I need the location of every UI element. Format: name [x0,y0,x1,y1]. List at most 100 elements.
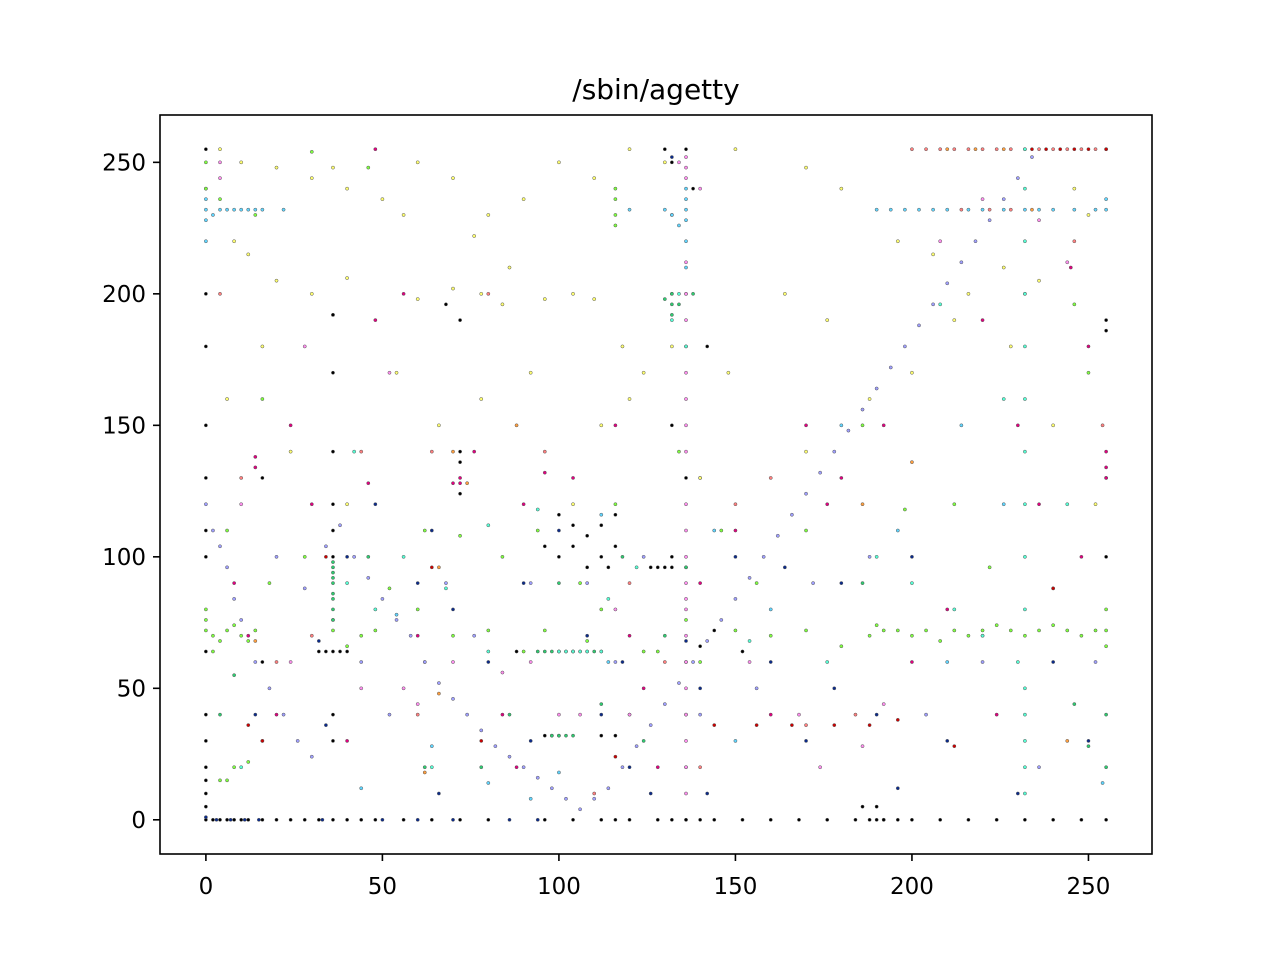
data-point [832,686,837,691]
data-point [761,554,766,559]
data-point [486,523,491,528]
data-point [429,817,434,822]
data-point [613,544,618,549]
data-point [895,628,900,633]
data-point [613,223,618,228]
data-point [302,554,307,559]
data-point [677,160,681,165]
data-point [698,581,702,585]
data-point [606,786,611,791]
data-point [274,165,279,170]
data-point [1051,207,1056,212]
data-point [853,712,858,717]
data-point [910,147,914,152]
data-point [980,197,985,202]
data-point [1065,739,1070,743]
data-point [387,712,392,717]
data-point [331,817,335,822]
data-point [853,817,858,822]
data-point [429,528,434,533]
data-point [754,581,759,585]
data-point [987,218,992,223]
data-point [359,660,364,664]
data-point [832,449,837,454]
x-tick-label: 50 [368,874,397,900]
data-point [458,491,462,496]
data-point [684,554,688,559]
y-tick-label: 50 [117,676,146,702]
data-point [331,739,335,743]
data-point [1023,817,1027,822]
data-point [331,502,335,507]
data-point [684,565,688,570]
data-point [684,476,688,480]
x-axis: 0 50 100 150 200 250 [199,854,1110,900]
data-point [684,218,688,223]
data-point [317,639,321,643]
data-point [246,760,251,764]
data-point [260,397,265,401]
data-point [281,712,286,717]
data-point [458,460,462,464]
data-point [945,607,950,612]
data-point [486,817,491,822]
data-point [627,633,632,638]
data-point [1001,207,1006,212]
data-point [214,817,219,822]
data-point [599,423,604,428]
data-point [1065,147,1070,152]
data-point [1023,554,1027,559]
data-point [691,186,695,191]
data-point [1001,502,1006,507]
data-point [684,817,688,822]
data-point [733,628,738,633]
data-point [324,723,328,727]
data-point [599,649,604,654]
data-point [670,155,674,159]
data-point [1051,423,1056,428]
data-point [274,817,279,822]
data-point [1030,207,1034,212]
y-tick-label: 150 [102,413,146,439]
data-point [917,323,921,328]
data-point [874,804,879,809]
data-point [895,239,900,244]
data-point [267,581,272,585]
data-point [804,723,808,727]
data-point [564,796,568,801]
data-point [225,565,229,570]
data-point [881,817,886,822]
data-point [211,633,215,638]
data-point [331,607,335,612]
data-point [860,423,865,428]
data-point [980,318,985,322]
data-point [1072,147,1077,152]
data-point [429,744,434,749]
data-point [662,633,667,638]
data-point [479,765,484,770]
data-point [938,639,943,643]
data-point [945,660,950,664]
data-point [246,633,251,638]
data-point [1001,397,1006,401]
data-point [218,197,222,202]
data-point [627,817,632,822]
data-point [684,686,688,691]
data-point [288,660,293,664]
data-point [204,291,208,296]
data-point [1023,791,1027,796]
data-point [521,581,526,585]
data-point [366,576,371,580]
data-point [204,765,208,770]
data-point [528,660,533,664]
data-point [1072,239,1077,244]
data-point [225,528,229,533]
data-point [232,765,236,770]
data-point [881,423,886,428]
data-point [514,423,519,428]
data-point [437,691,441,696]
data-point [465,481,469,486]
data-point [599,607,604,612]
data-point [204,791,208,796]
